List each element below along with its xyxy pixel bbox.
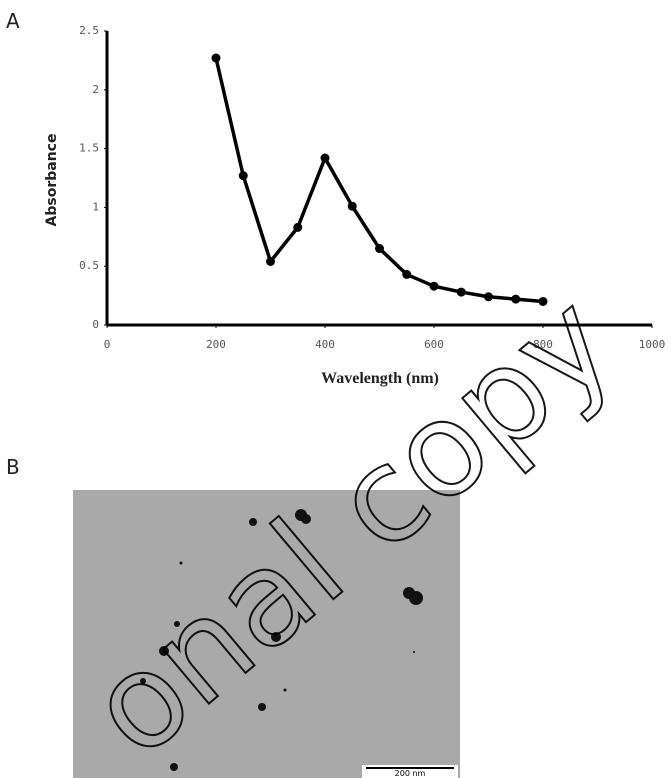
data-point bbox=[347, 201, 357, 211]
y-tick-label: 0 bbox=[92, 318, 99, 331]
data-point bbox=[375, 244, 384, 254]
data-point bbox=[266, 256, 275, 266]
tem-image bbox=[73, 490, 460, 778]
panel-label: A bbox=[6, 9, 20, 33]
data-point bbox=[484, 292, 493, 302]
y-tick-label: 2 bbox=[92, 83, 99, 96]
data-point bbox=[293, 222, 303, 232]
data-point bbox=[511, 294, 521, 304]
scale-bar-label: 200 nm bbox=[395, 769, 426, 778]
x-tick-label: 800 bbox=[533, 338, 553, 351]
data-point bbox=[456, 287, 466, 297]
x-tick-label: 200 bbox=[206, 338, 226, 351]
data-point bbox=[429, 281, 439, 291]
data-point bbox=[538, 296, 548, 306]
x-tick-label: 400 bbox=[315, 338, 335, 351]
x-tick-label: 0 bbox=[104, 338, 111, 351]
y-tick-label: 2.5 bbox=[79, 24, 99, 37]
data-point bbox=[402, 269, 412, 279]
y-axis-label: Absorbance bbox=[44, 134, 60, 227]
data-point bbox=[238, 171, 248, 181]
panel-label: B bbox=[6, 455, 20, 479]
data-point bbox=[211, 53, 221, 63]
x-tick-label: 1000 bbox=[639, 338, 666, 351]
x-axis-label: Wavelength (nm) bbox=[321, 370, 439, 387]
data-point bbox=[320, 153, 330, 163]
y-tick-label: 0.5 bbox=[79, 259, 99, 272]
x-tick-label: 600 bbox=[424, 338, 444, 351]
y-tick-label: 1.5 bbox=[79, 142, 99, 155]
y-tick-label: 1 bbox=[92, 200, 99, 213]
data-line bbox=[214, 57, 544, 304]
